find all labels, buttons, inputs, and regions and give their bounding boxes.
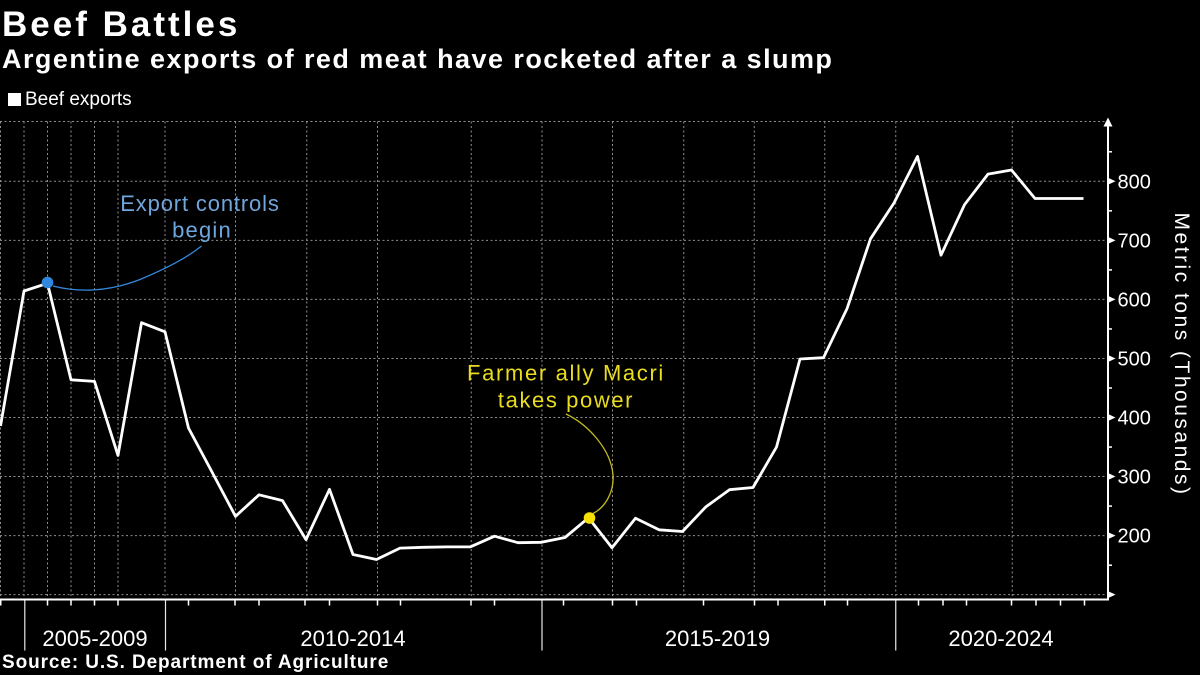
svg-text:2015-2019: 2015-2019: [665, 626, 770, 651]
svg-text:200: 200: [1118, 526, 1151, 548]
svg-text:400: 400: [1118, 408, 1151, 430]
svg-text:700: 700: [1118, 230, 1151, 252]
svg-text:800: 800: [1118, 171, 1151, 193]
svg-text:Export controls: Export controls: [120, 191, 279, 216]
svg-text:2010-2014: 2010-2014: [300, 626, 405, 651]
svg-text:500: 500: [1118, 348, 1151, 370]
svg-text:takes power: takes power: [498, 387, 634, 412]
svg-text:2020-2024: 2020-2024: [948, 626, 1053, 651]
svg-text:Metric tons (Thousands): Metric tons (Thousands): [1170, 213, 1193, 497]
svg-text:300: 300: [1118, 467, 1151, 489]
svg-text:Farmer ally Macri: Farmer ally Macri: [467, 361, 665, 386]
svg-text:600: 600: [1118, 289, 1151, 311]
svg-text:begin: begin: [172, 218, 232, 243]
svg-text:2005-2009: 2005-2009: [42, 626, 147, 651]
